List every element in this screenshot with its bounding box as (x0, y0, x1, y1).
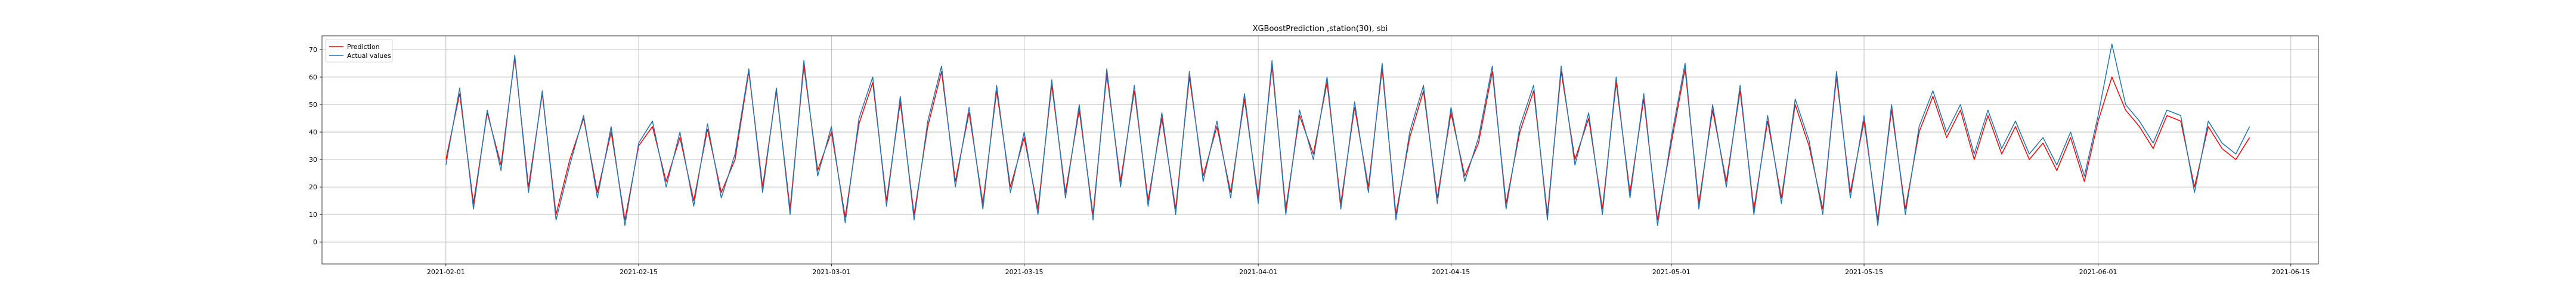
legend-label-prediction: Prediction (347, 43, 380, 51)
y-tick-label: 40 (309, 128, 317, 136)
y-tick-label: 20 (309, 183, 317, 191)
x-tick-label: 2021-04-01 (1239, 268, 1277, 276)
x-tick-label: 2021-03-01 (812, 268, 850, 276)
x-axis: 2021-02-01 2021-02-15 2021-03-01 2021-03-15… (427, 264, 2310, 276)
x-tick-label: 2021-02-01 (427, 268, 465, 276)
y-tick-label: 50 (309, 101, 317, 109)
series-layer (445, 44, 2250, 226)
x-tick-label: 2021-05-01 (1652, 268, 1690, 276)
x-tick-label: 2021-03-15 (1005, 268, 1044, 276)
y-tick-label: 70 (309, 46, 317, 54)
axes-frame (321, 35, 2319, 265)
grid (322, 36, 2318, 264)
y-axis: 0 10 20 30 40 50 60 70 (309, 46, 322, 246)
x-tick-label: 2021-06-01 (2079, 268, 2117, 276)
x-tick-label: 2021-02-15 (620, 268, 658, 276)
y-tick-label: 0 (313, 238, 317, 246)
y-tick-label: 60 (309, 73, 317, 81)
legend-box (325, 39, 393, 63)
x-tick-label: 2021-04-15 (1432, 268, 1470, 276)
series-line-actual-values (445, 44, 2250, 226)
y-tick-label: 30 (309, 156, 317, 164)
legend-label-actual-values: Actual values (347, 52, 391, 60)
x-tick-label: 2021-06-15 (2272, 268, 2310, 276)
x-tick-label: 2021-05-15 (1845, 268, 1883, 276)
chart-title: XGBoostPrediction ,station(30), sbi (1253, 24, 1388, 33)
y-tick-label: 10 (309, 211, 317, 219)
legend: Prediction Actual values (325, 39, 393, 63)
